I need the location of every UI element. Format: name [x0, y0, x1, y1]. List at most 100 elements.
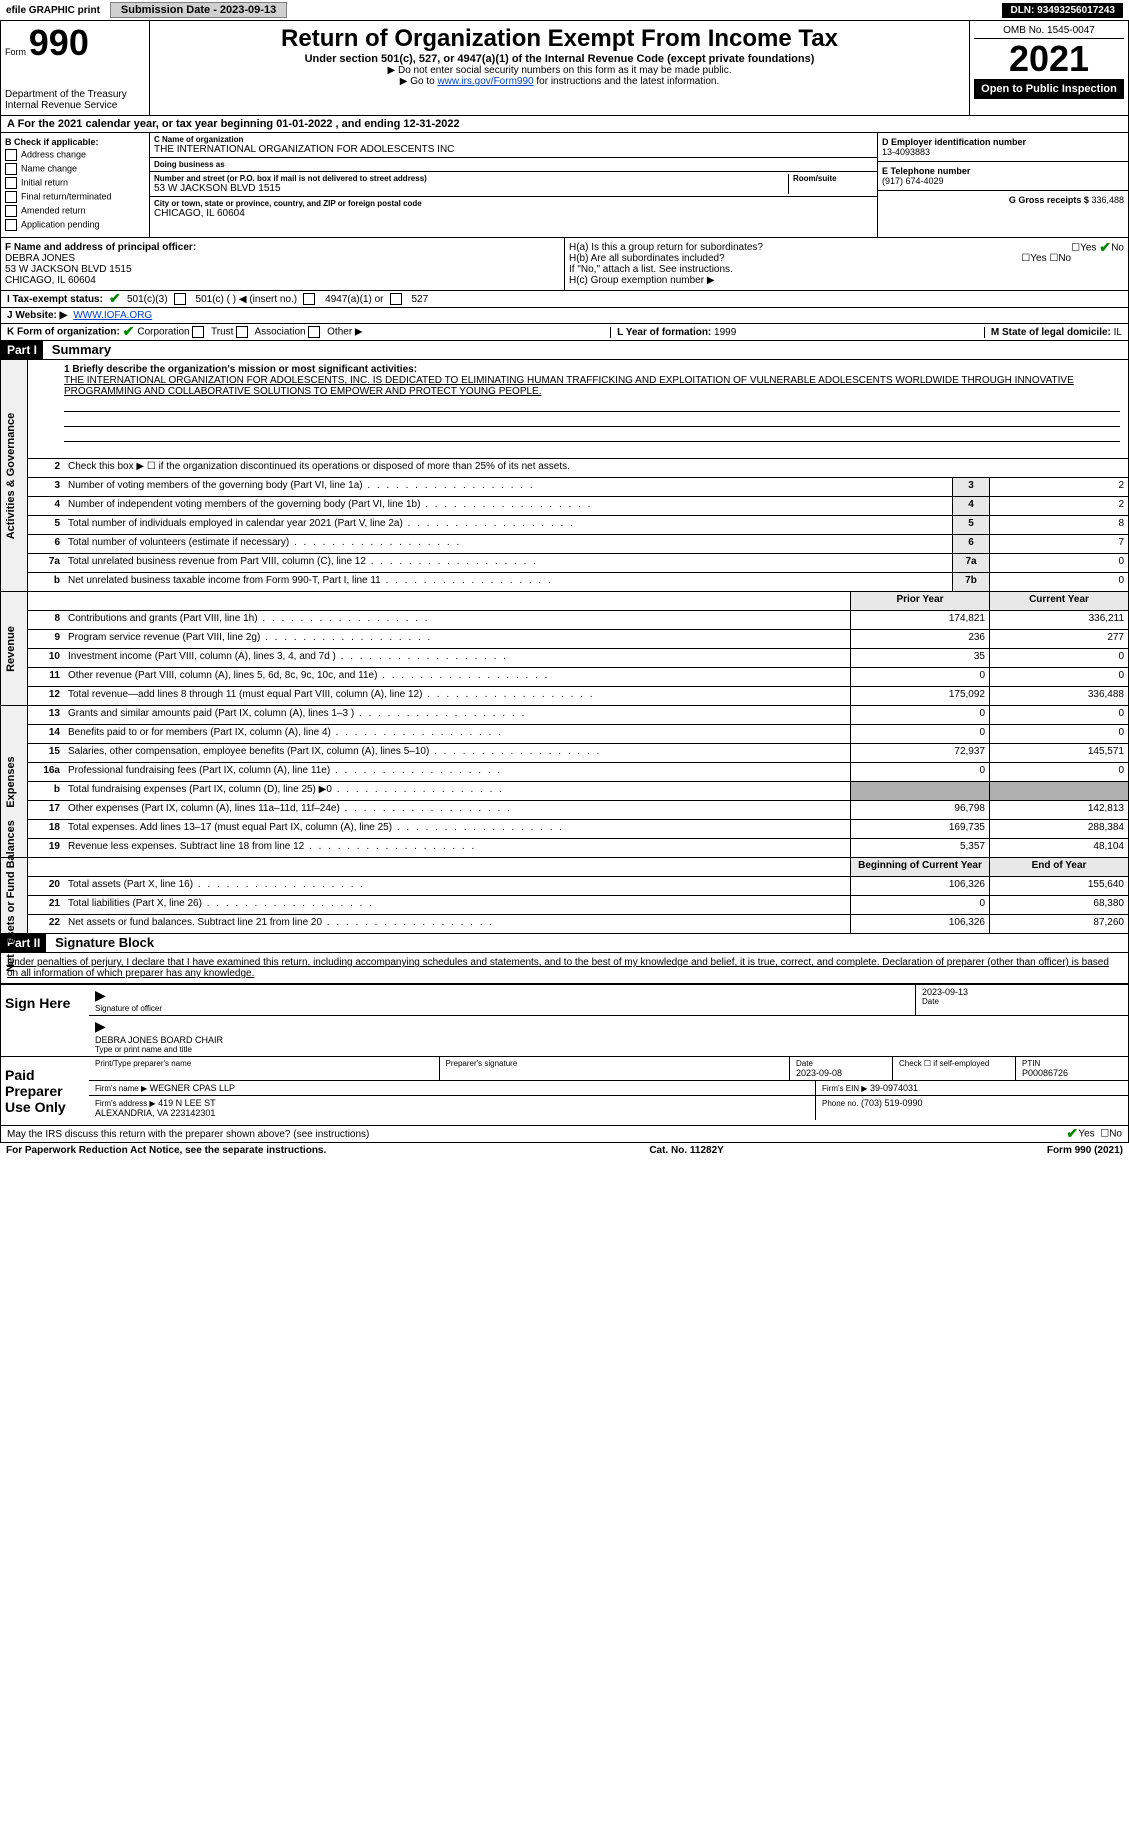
current-value: 0: [989, 725, 1128, 743]
box-b-checkboxes: B Check if applicable: Address change Na…: [1, 133, 150, 237]
gross-label: G Gross receipts $: [1009, 195, 1089, 205]
website-link[interactable]: WWW.IOFA.ORG: [73, 310, 152, 321]
firm-addr-label: Firm's address ▶: [95, 1099, 156, 1108]
form-org-label: K Form of organization:: [7, 327, 120, 338]
line-text: Grants and similar amounts paid (Part IX…: [64, 706, 850, 724]
line-num: 5: [28, 516, 64, 534]
current-value: 277: [989, 630, 1128, 648]
h-c-label: H(c) Group exemption number ▶: [569, 275, 1124, 286]
chk-initial-return[interactable]: [5, 177, 17, 189]
form-subtitle-1: Under section 501(c), 527, or 4947(a)(1)…: [154, 53, 965, 65]
opt-527: 527: [412, 294, 429, 305]
firm-name-label: Firm's name ▶: [95, 1084, 147, 1093]
opt-association: Association: [254, 327, 305, 338]
line-num: 21: [28, 896, 64, 914]
line-text: Salaries, other compensation, employee b…: [64, 744, 850, 762]
chk-application-pending[interactable]: [5, 219, 17, 231]
chk-final-return[interactable]: [5, 191, 17, 203]
chk-trust[interactable]: [192, 326, 204, 338]
goto-prefix: ▶ Go to: [400, 76, 438, 87]
current-value: 336,488: [989, 687, 1128, 705]
prior-value: 236: [850, 630, 989, 648]
line-box: 7a: [952, 554, 989, 572]
form-title: Return of Organization Exempt From Incom…: [154, 25, 965, 53]
chk-other[interactable]: [308, 326, 320, 338]
irs-link[interactable]: www.irs.gov/Form990: [437, 76, 533, 87]
chk-association[interactable]: [236, 326, 248, 338]
prep-sig-label: Preparer's signature: [446, 1059, 784, 1068]
mission-text: THE INTERNATIONAL ORGANIZATION FOR ADOLE…: [64, 375, 1120, 397]
firm-ein-label: Firm's EIN ▶: [822, 1084, 867, 1093]
domicile-label: M State of legal domicile:: [991, 327, 1111, 338]
h-a-yes: Yes: [1080, 243, 1096, 254]
firm-ein-value: 39-0974031: [870, 1083, 918, 1093]
line-text: Contributions and grants (Part VIII, lin…: [64, 611, 850, 629]
check-icon: [109, 293, 121, 305]
open-to-public-badge: Open to Public Inspection: [974, 79, 1124, 99]
prior-value: [850, 782, 989, 800]
declaration-text: Under penalties of perjury, I declare th…: [0, 953, 1129, 984]
ptin-value: P00086726: [1022, 1068, 1122, 1078]
chk-4947[interactable]: [303, 293, 315, 305]
form-number: 990: [29, 22, 89, 63]
line-num: 19: [28, 839, 64, 857]
year-formation-label: L Year of formation:: [617, 327, 711, 338]
org-name-label: C Name of organization: [154, 135, 873, 144]
form-id-box: Form 990 Department of the Treasury Inte…: [1, 21, 150, 115]
h-a-label: H(a) Is this a group return for subordin…: [569, 242, 763, 253]
phone-label: E Telephone number: [882, 166, 1124, 176]
prior-value: 106,326: [850, 877, 989, 895]
footer-mid: Cat. No. 11282Y: [649, 1145, 723, 1156]
arrow-icon: ▶: [95, 987, 909, 1004]
line-num: 10: [28, 649, 64, 667]
opt-other: Other ▶: [327, 327, 362, 338]
box-c-name: C Name of organization THE INTERNATIONAL…: [150, 133, 877, 158]
lbl-address-change: Address change: [21, 149, 86, 159]
arrow-icon: ▶: [95, 1018, 1122, 1035]
line-num: 12: [28, 687, 64, 705]
line-text: Total unrelated business revenue from Pa…: [64, 554, 952, 572]
row-j: J Website: ▶ WWW.IOFA.ORG: [0, 308, 1129, 324]
line-num: 22: [28, 915, 64, 933]
ein-value: 13-4093883: [882, 147, 1124, 157]
line-value: 0: [989, 554, 1128, 572]
line-num: 20: [28, 877, 64, 895]
submission-date-button[interactable]: Submission Date - 2023-09-13: [110, 2, 287, 18]
h-b-no: No: [1058, 253, 1071, 264]
line-text: Total revenue—add lines 8 through 11 (mu…: [64, 687, 850, 705]
line-value: 7: [989, 535, 1128, 553]
h-b-note: If "No," attach a list. See instructions…: [569, 264, 1124, 275]
row-a-period: A For the 2021 calendar year, or tax yea…: [0, 116, 1129, 133]
col-current-year: Current Year: [989, 592, 1128, 610]
row-klm: K Form of organization: Corporation Trus…: [0, 324, 1129, 341]
prior-value: 106,326: [850, 915, 989, 933]
goto-suffix: for instructions and the latest informat…: [536, 76, 719, 87]
line-value: 0: [989, 573, 1128, 591]
tax-year: 2021: [974, 39, 1124, 79]
line-box: 5: [952, 516, 989, 534]
row-i: I Tax-exempt status: 501(c)(3) 501(c) ( …: [0, 291, 1129, 308]
prior-value: 0: [850, 725, 989, 743]
lbl-name-change: Name change: [21, 163, 77, 173]
website-label: J Website: ▶: [7, 310, 67, 321]
line-text: Number of independent voting members of …: [64, 497, 952, 515]
h-b-yes: Yes: [1030, 253, 1046, 264]
chk-amended-return[interactable]: [5, 205, 17, 217]
line-text: Investment income (Part VIII, column (A)…: [64, 649, 850, 667]
current-value: 0: [989, 668, 1128, 686]
chk-address-change[interactable]: [5, 149, 17, 161]
lbl-final-return: Final return/terminated: [21, 191, 112, 201]
box-c-city: City or town, state or province, country…: [150, 197, 877, 221]
period-text: A For the 2021 calendar year, or tax yea…: [7, 118, 460, 130]
chk-501c[interactable]: [174, 293, 186, 305]
gross-value: 336,488: [1091, 195, 1124, 205]
chk-527[interactable]: [390, 293, 402, 305]
opt-4947: 4947(a)(1) or: [325, 294, 383, 305]
line-num: 7a: [28, 554, 64, 572]
line-box: 6: [952, 535, 989, 553]
line-text: Net assets or fund balances. Subtract li…: [64, 915, 850, 933]
line-text: Total liabilities (Part X, line 26): [64, 896, 850, 914]
chk-name-change[interactable]: [5, 163, 17, 175]
current-value: 68,380: [989, 896, 1128, 914]
prior-value: 0: [850, 668, 989, 686]
